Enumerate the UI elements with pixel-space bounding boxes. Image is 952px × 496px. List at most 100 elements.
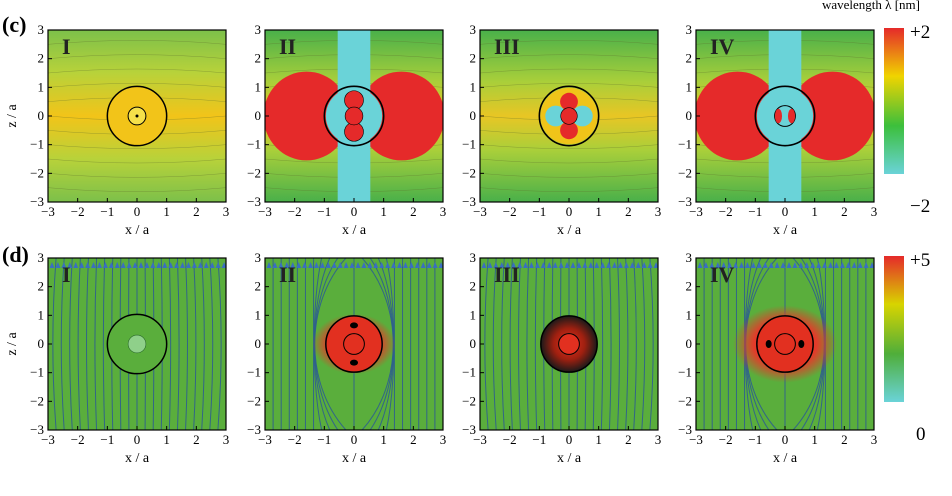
arrowhead [857,262,863,268]
inner-lobe [774,108,783,124]
streamline [625,258,629,430]
arrowhead [272,262,278,268]
arrowhead [67,262,73,268]
x-tick-label: −1 [317,432,331,447]
x-tick-label: 1 [380,204,387,219]
hotspot [798,340,805,348]
x-tick-label: 2 [625,432,632,447]
arrowhead [302,262,308,268]
x-tick-label: 3 [440,204,447,219]
panel-numeral: IV [710,262,735,287]
y-tick-label: −3 [462,422,476,437]
x-tick-label: −3 [258,432,272,447]
streamline [501,258,505,430]
y-tick-label: 0 [38,336,45,351]
x-tick-label: 1 [595,432,602,447]
wavelength-caption: wavelength λ [nm] [822,0,920,12]
y-tick-label: −3 [247,422,261,437]
arrowhead [733,262,739,268]
arrowhead [822,262,828,268]
x-tick-label: 3 [871,204,878,219]
x-tick-label: 2 [841,432,848,447]
y-tick-label: −3 [462,194,476,209]
row-label-d: (d) [2,242,29,267]
x-tick-label: 0 [782,432,789,447]
streamline [86,258,89,430]
arrowhead [739,262,745,268]
y-tick-label: 2 [255,51,262,66]
y-tick-label: −2 [247,393,261,408]
arrowhead [55,262,61,268]
y-tick-label: 0 [255,108,262,123]
x-tick-label: 0 [134,432,141,447]
arrowhead [296,262,302,268]
x-tick-label: 2 [410,432,417,447]
arrowhead [750,262,756,268]
arrowhead [391,262,397,268]
arrowhead [647,262,653,268]
arrowhead [426,262,432,268]
arrowhead [180,262,186,268]
hotspot [350,359,358,366]
y-tick-label: 2 [38,279,45,294]
x-tick-label: 0 [134,204,141,219]
arrowhead [540,262,546,268]
y-tick-label: −1 [462,365,476,380]
x-tick-label: −3 [689,204,703,219]
arrowhead [756,262,762,268]
streamline [94,258,98,430]
arrowhead [798,262,804,268]
red-core [560,107,578,125]
core [343,333,365,355]
core [127,334,147,354]
streamline [641,258,646,430]
x-tick-label: 3 [655,204,662,219]
arrowhead [481,262,487,268]
arrowhead [774,262,780,268]
contour-line [48,144,226,149]
particle-boundary [538,85,600,147]
arrowhead [132,262,138,268]
panel-numeral: II [279,34,296,59]
y-tick-label: 3 [686,22,693,37]
arrowhead [319,262,325,268]
core [774,333,796,355]
y-tick-label: −1 [678,137,692,152]
x-axis-label: x / a [125,451,150,466]
arrowhead [653,262,658,268]
arrowhead [349,262,355,268]
x-tick-label: 1 [163,204,170,219]
y-tick-label: −2 [462,393,476,408]
arrowhead [709,262,715,268]
arrowhead [197,262,203,268]
colorbar-d [884,256,904,402]
y-tick-label: −3 [30,194,44,209]
red-lobe [265,71,350,161]
x-tick-label: 1 [380,432,387,447]
arrowhead [266,262,272,268]
y-tick-label: −3 [247,194,261,209]
arrowhead [215,262,221,268]
x-tick-label: −1 [100,204,114,219]
y-tick-label: −2 [678,393,692,408]
panel-numeral: IV [710,34,735,59]
x-tick-label: −1 [532,204,546,219]
streamline [617,258,620,430]
arrowhead [102,262,108,268]
arrowhead [762,262,768,268]
colorbar-c-max: +2 [910,22,931,43]
particle-boundary [756,315,814,373]
x-tick-label: 2 [193,432,200,447]
core [558,333,580,355]
y-tick-label: 1 [38,307,45,322]
x-axis-label: x / a [125,223,150,238]
y-tick-label: −3 [30,422,44,437]
x-tick-label: 0 [566,204,573,219]
y-tick-label: 1 [470,307,477,322]
x-tick-label: −1 [317,204,331,219]
arrowhead [600,262,606,268]
contour-line [48,187,226,192]
arrowhead [487,262,493,268]
x-tick-label: 0 [566,432,573,447]
arrowhead [156,262,162,268]
